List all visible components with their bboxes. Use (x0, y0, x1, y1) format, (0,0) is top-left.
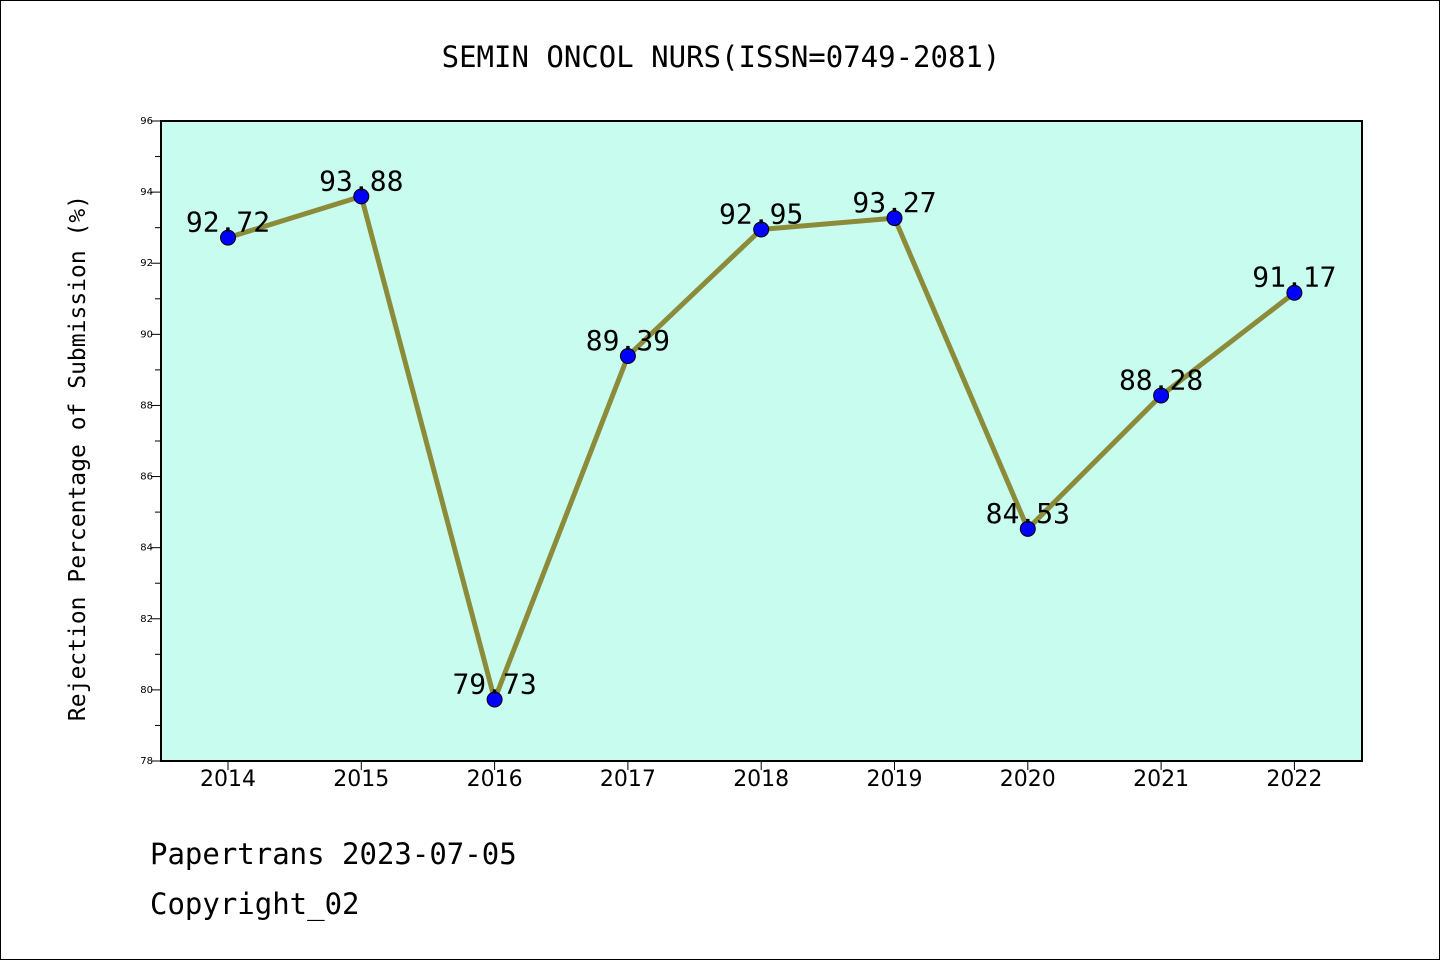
chart-title: SEMIN ONCOL NURS(ISSN=0749-2081) (442, 40, 1001, 74)
data-label: 88.28 (1119, 363, 1203, 396)
data-point (886, 210, 903, 227)
data-label: 93.27 (852, 186, 936, 219)
data-point (220, 229, 236, 246)
y-axis: 78 80 82 84 86 88 90 92 94 96 (140, 116, 161, 767)
x-tick-label: 2014 (200, 767, 256, 792)
x-tick-label: 2019 (867, 767, 923, 792)
data-point (486, 691, 503, 708)
data-point (1153, 387, 1170, 404)
data-label: 84.53 (986, 497, 1070, 530)
y-tick-label: 86 (140, 472, 153, 483)
y-tick-label: 78 (140, 756, 153, 767)
data-label: 89.39 (586, 324, 670, 357)
x-tick-label: 2022 (1266, 767, 1322, 792)
x-tick-label: 2021 (1133, 767, 1189, 792)
data-label: 92.72 (186, 206, 270, 239)
data-point (619, 348, 636, 365)
y-tick-label: 92 (140, 258, 153, 269)
series-markers (220, 188, 1303, 708)
data-point (1286, 284, 1303, 301)
y-tick-label: 94 (140, 187, 153, 198)
x-axis: 2014 2015 2016 2017 2018 2019 2020 2021 2022 (200, 761, 1322, 792)
x-tick-label: 2015 (333, 767, 389, 792)
y-axis-label: Rejection Percentage of Submission (%) (65, 195, 91, 721)
y-tick-label: 96 (140, 116, 153, 127)
y-tick-label: 90 (140, 329, 153, 340)
data-label: 92.95 (719, 197, 803, 230)
data-label: 93.88 (319, 164, 403, 197)
x-tick-label: 2020 (1000, 767, 1056, 792)
x-tick-label: 2016 (467, 767, 523, 792)
footer-copyright: Copyright_02 (150, 887, 360, 921)
x-tick-label: 2017 (600, 767, 656, 792)
y-tick-label: 82 (140, 614, 153, 625)
data-point (1019, 520, 1036, 537)
data-label: 79.73 (452, 667, 536, 700)
y-tick-label: 84 (140, 543, 153, 554)
y-tick-label: 88 (140, 400, 153, 411)
data-label: 91.17 (1252, 261, 1336, 294)
y-tick-label: 80 (140, 685, 153, 696)
data-point (753, 221, 770, 238)
data-labels: 92.72 93.88 79.73 89.39 92.95 93.27 84.53 88.28… (186, 164, 1337, 700)
data-point (353, 188, 370, 205)
x-tick-label: 2018 (733, 767, 789, 792)
footer-date: Papertrans 2023-07-05 (150, 837, 517, 871)
